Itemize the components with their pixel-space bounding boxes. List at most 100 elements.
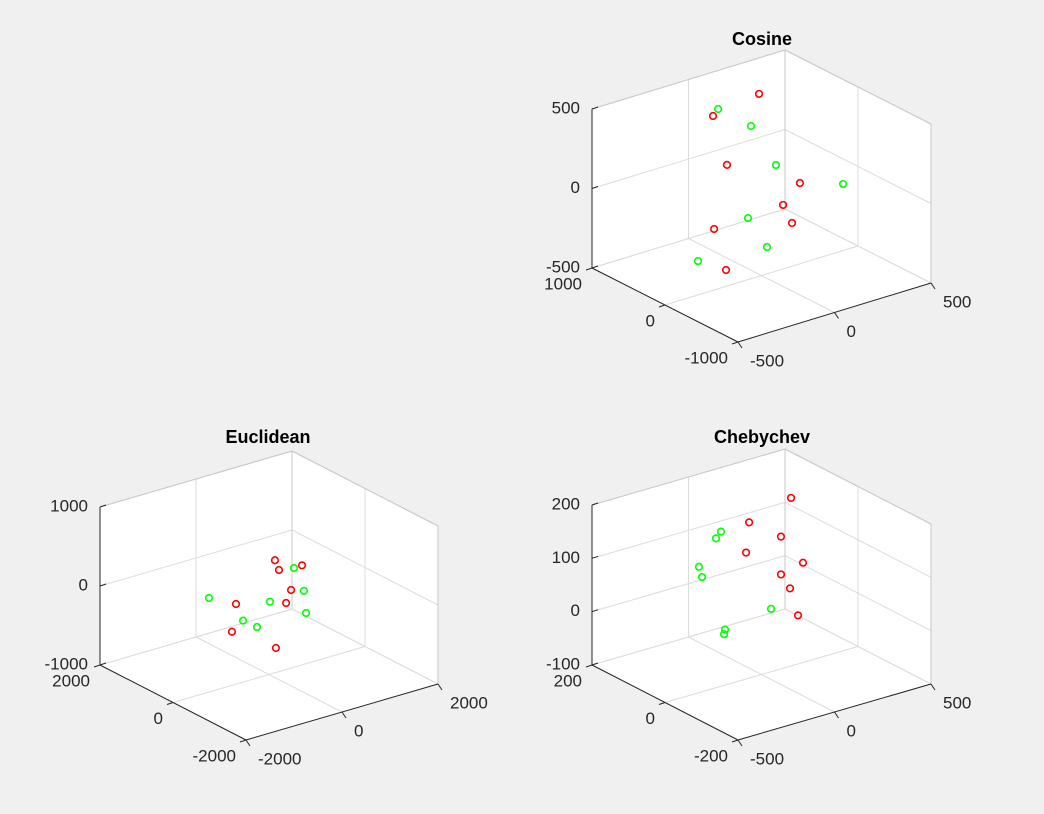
data-point — [709, 224, 719, 234]
box-edge — [99, 450, 293, 508]
data-point — [793, 611, 803, 620]
y-tick — [239, 739, 247, 743]
x-tick — [341, 711, 347, 719]
y-tick-label: -200 — [694, 746, 728, 765]
data-point — [693, 256, 703, 266]
grid-line — [784, 501, 932, 578]
data-point — [754, 89, 764, 99]
data-point — [744, 518, 754, 527]
data-point — [227, 627, 237, 636]
z-tick-label: 100 — [552, 548, 580, 567]
z-tick-label: -1000 — [45, 654, 88, 673]
z-tick-label: -500 — [546, 257, 580, 276]
z-tick-label: 0 — [571, 178, 580, 197]
data-point — [771, 160, 781, 170]
y-tick — [585, 664, 593, 668]
grid-line — [172, 646, 366, 703]
data-point — [297, 561, 307, 570]
data-point — [231, 599, 241, 609]
data-point — [281, 598, 291, 608]
grid-line — [291, 608, 439, 685]
grid-line — [784, 608, 932, 685]
data-point — [766, 604, 776, 613]
z-tick-label: 1000 — [50, 496, 88, 515]
data-point — [721, 265, 731, 275]
y-tick — [585, 267, 593, 271]
z-tick — [99, 504, 107, 508]
data-point — [778, 200, 788, 210]
data-point — [787, 218, 797, 228]
z-tick — [99, 662, 107, 666]
data-point — [711, 534, 721, 543]
data-point — [270, 556, 280, 565]
data-point — [722, 160, 732, 170]
x-tick — [737, 341, 743, 349]
data-point — [286, 585, 296, 595]
grid-line — [784, 208, 932, 284]
data-point — [720, 625, 730, 634]
plot-area — [592, 449, 931, 740]
x-tick — [737, 739, 743, 747]
data-point — [271, 643, 281, 653]
data-point — [299, 586, 309, 595]
z-tick — [591, 186, 599, 189]
chart-title: Chebychev — [714, 427, 810, 447]
grid-line — [591, 129, 786, 189]
y-tick-label: -1000 — [685, 348, 728, 367]
grid-line — [784, 555, 932, 632]
data-point — [785, 584, 795, 593]
grid-line — [291, 529, 439, 606]
y-tick — [93, 664, 101, 668]
data-point — [713, 104, 723, 114]
z-tick — [591, 265, 599, 269]
data-point — [795, 178, 805, 188]
chart-title: Euclidean — [225, 427, 310, 447]
data-point — [743, 213, 753, 223]
x-tick-label: 500 — [943, 292, 971, 311]
data-point — [204, 593, 214, 603]
z-tick — [99, 583, 107, 587]
grid-line — [591, 608, 786, 666]
y-tick-label: 1000 — [544, 274, 582, 293]
grid-line — [99, 529, 293, 587]
plot-area — [100, 451, 438, 740]
x-tick-label: -500 — [750, 351, 784, 370]
grid-line — [99, 608, 293, 666]
data-point — [697, 572, 707, 582]
grid-line — [784, 129, 932, 204]
z-tick — [591, 106, 599, 110]
x-tick-label: 500 — [943, 693, 971, 712]
y-tick-label: -2000 — [193, 746, 236, 765]
data-point — [838, 179, 848, 189]
y-tick-label: 0 — [154, 709, 163, 728]
y-tick — [166, 702, 174, 705]
x-tick-label: 0 — [847, 721, 856, 740]
chart-title: Cosine — [732, 29, 792, 49]
x-tick-label: 2000 — [450, 693, 488, 712]
z-tick — [591, 609, 599, 613]
data-point — [694, 562, 704, 571]
data-point — [708, 111, 718, 121]
box-edge — [591, 448, 786, 506]
data-point — [741, 548, 751, 557]
y-tick-label: 0 — [646, 709, 655, 728]
data-point — [776, 532, 786, 541]
grid-line — [664, 245, 859, 306]
data-point — [274, 565, 284, 575]
grid-line — [591, 555, 786, 613]
data-point — [746, 121, 756, 131]
x-tick — [437, 683, 443, 691]
z-tick-label: 500 — [552, 98, 580, 117]
box-edge — [784, 49, 932, 125]
y-tick-label: 2000 — [52, 671, 90, 690]
grid-line — [664, 646, 859, 703]
grid-line — [591, 501, 786, 559]
data-point — [776, 570, 786, 579]
box-edge — [591, 49, 786, 110]
x-tick-label: -2000 — [258, 749, 301, 768]
x-tick — [834, 312, 839, 319]
